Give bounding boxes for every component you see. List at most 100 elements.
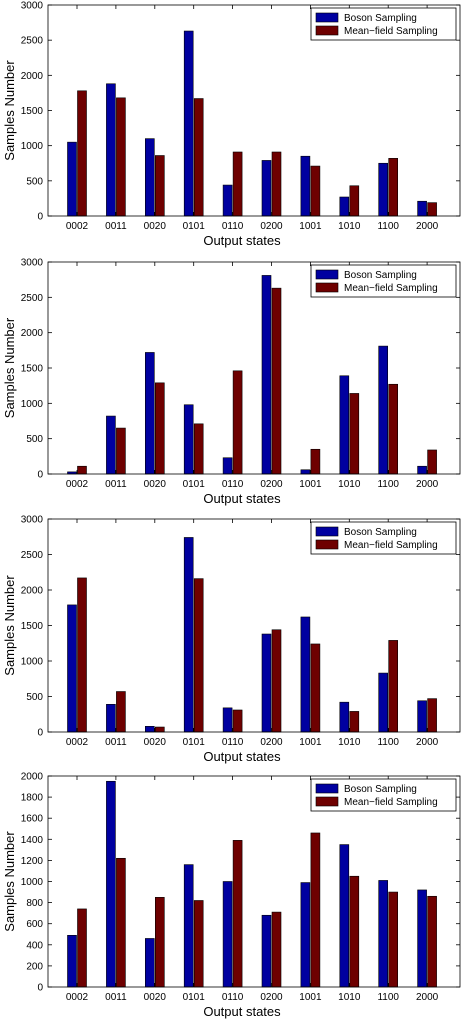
bar-meanfield-0020 [155,897,165,988]
x-tick-label-1100: 1100 [377,992,399,1003]
bar-meanfield-0002 [77,577,87,733]
bar-meanfield-0002 [77,465,87,475]
legend-label-boson: Boson Sampling [344,13,417,24]
x-axis-title: Output states [203,491,281,506]
x-tick-label-0200: 0200 [260,221,283,232]
legend-label-meanfield: Mean−field Sampling [344,797,438,808]
bar-boson-1010 [339,844,350,988]
bar-meanfield-0020 [155,155,165,217]
y-tick-label: 2500 [21,293,44,304]
legend: Boson Sampling Mean−field Sampling [310,7,457,41]
y-tick-label: 1000 [21,141,44,152]
y-tick-label: 3000 [21,515,44,526]
y-tick-label: 2500 [21,36,44,47]
x-tick-label-0002: 0002 [66,479,89,490]
y-tick-label: 2000 [21,772,44,783]
bar-meanfield-0002 [77,90,87,217]
bar-boson-0020 [145,352,155,475]
x-tick-label-1001: 1001 [299,221,322,232]
y-tick-label: 500 [26,176,43,187]
x-tick-label-0011: 0011 [105,992,127,1003]
x-tick-label-2000: 2000 [416,992,439,1003]
bar-meanfield-1010 [349,711,360,733]
x-tick-label-0020: 0020 [144,479,167,490]
bar-meanfield-0011 [116,857,126,988]
bar-meanfield-0110 [232,840,243,988]
bar-meanfield-1100 [388,158,399,217]
x-tick-label-2000: 2000 [416,479,439,490]
x-tick-label-0200: 0200 [260,737,283,748]
bar-boson-0002 [67,141,77,217]
bar-meanfield-1100 [388,891,399,988]
bar-meanfield-0020 [155,382,165,475]
bar-boson-0011 [106,83,116,217]
x-tick-label-0200: 0200 [260,479,283,490]
y-axis-title: Samples Number [2,575,17,676]
x-tick-label-1001: 1001 [299,479,322,490]
y-tick-label: 600 [26,919,43,930]
x-tick-label-0002: 0002 [66,992,89,1003]
y-tick-label: 500 [26,434,43,445]
legend-swatch-boson [315,269,339,280]
y-axis-title: Samples Number [2,831,17,932]
x-tick-label-0011: 0011 [105,221,127,232]
x-tick-label-0110: 0110 [222,221,244,232]
legend-swatch-meanfield [315,282,339,293]
bar-meanfield-1010 [349,185,360,217]
y-tick-label: 2000 [21,71,44,82]
bar-boson-0011 [106,704,116,733]
x-tick-label-1001: 1001 [299,737,322,748]
y-tick-label: 1000 [21,657,44,668]
bar-meanfield-0200 [271,911,282,988]
y-axis-title: Samples Number [2,60,17,161]
bar-boson-1001 [300,616,311,733]
x-tick-label-1010: 1010 [338,479,361,490]
bar-boson-2000 [417,465,427,475]
bar-meanfield-1010 [349,393,360,475]
legend-label-meanfield: Mean−field Sampling [344,26,438,37]
chart-panel-1: 0 500 1000 1500 2000 2500 3000 0002 0011 0020 0101… [0,0,464,256]
legend: Boson Sampling Mean−field Sampling [310,521,457,555]
y-tick-label: 2000 [21,328,44,339]
y-tick-label: 1600 [21,814,44,825]
x-tick-label-1100: 1100 [377,737,399,748]
bar-meanfield-1001 [310,448,321,475]
bar-meanfield-0020 [155,726,165,733]
y-tick-label: 1200 [21,856,44,867]
bar-boson-0110 [222,881,233,988]
bar-boson-1010 [339,196,350,217]
bar-boson-0002 [67,935,77,988]
y-tick-label: 400 [26,940,43,951]
bar-meanfield-2000 [427,202,437,217]
bar-meanfield-1001 [310,643,321,733]
x-tick-label-0200: 0200 [260,992,283,1003]
bar-meanfield-0200 [271,151,282,217]
x-tick-label-0110: 0110 [222,992,244,1003]
legend-swatch-boson [315,783,339,794]
legend-label-boson: Boson Sampling [344,784,417,795]
legend-label-boson: Boson Sampling [344,527,417,538]
bar-meanfield-1100 [388,383,399,475]
y-tick-label: 0 [37,470,43,481]
bar-meanfield-1001 [310,832,321,988]
bar-meanfield-0002 [77,908,87,988]
y-tick-label: 0 [37,212,43,223]
y-tick-label: 1800 [21,793,44,804]
bar-meanfield-0101 [193,423,204,475]
y-tick-label: 3000 [21,1,44,12]
legend-swatch-meanfield [315,796,339,807]
bar-meanfield-0110 [232,709,243,733]
legend-swatch-meanfield [315,539,339,550]
bar-boson-0200 [261,633,272,733]
bar-boson-1100 [378,162,389,217]
x-tick-label-0101: 0101 [183,992,206,1003]
bar-boson-1100 [378,345,389,475]
bar-meanfield-2000 [427,895,437,988]
x-tick-label-0101: 0101 [183,221,206,232]
bar-boson-1010 [339,701,350,733]
x-tick-label-1010: 1010 [338,737,361,748]
legend: Boson Sampling Mean−field Sampling [310,778,457,812]
x-tick-label-0002: 0002 [66,737,89,748]
x-axis-title: Output states [203,749,281,764]
